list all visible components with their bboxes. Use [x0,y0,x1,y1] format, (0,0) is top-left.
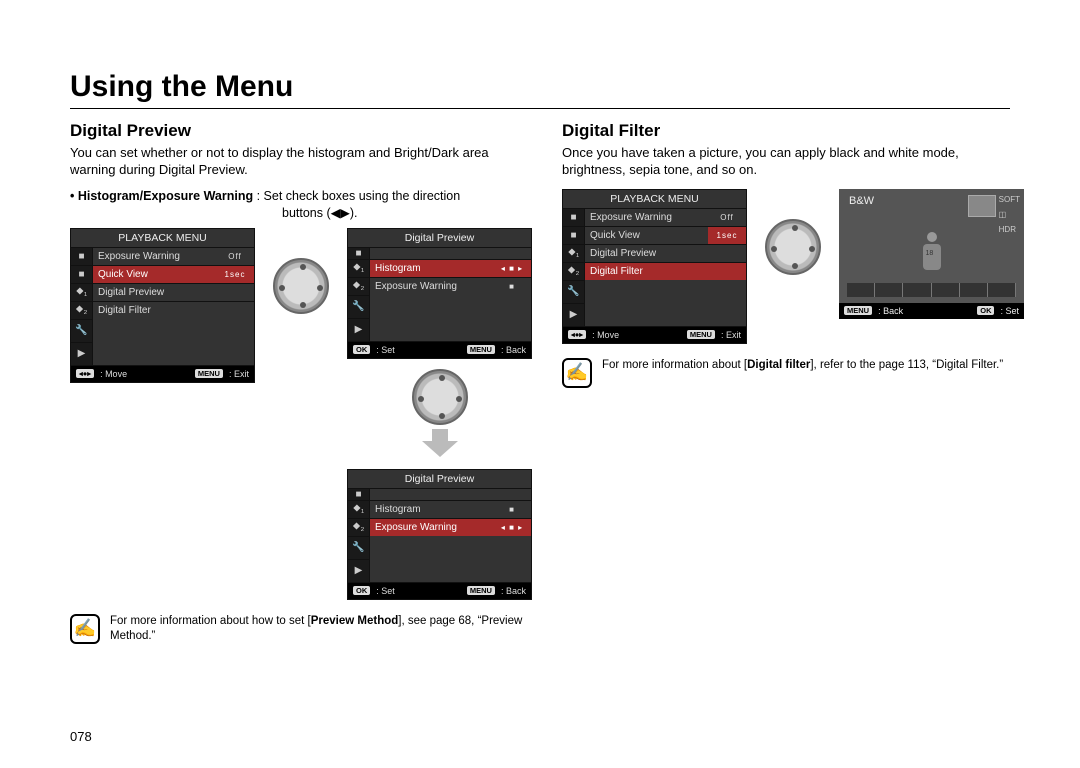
bullet-sub: buttons (◀▶). [282,205,532,220]
col-digital-preview: Digital Preview You can set whether or n… [70,121,532,644]
note-digital-filter: ✍ For more information about [Digital fi… [562,358,1024,388]
page-number: 078 [70,729,92,744]
dial-right [273,258,329,314]
intro-digital-preview: You can set whether or not to display th… [70,145,532,179]
heading-digital-filter: Digital Filter [562,121,1024,141]
page-title: Using the Menu [70,70,1010,104]
screen-playback-menu: PLAYBACK MENU ■ Exposure Warning Off ■ Q… [70,228,255,383]
note-icon: ✍ [70,614,100,644]
dial-icon [412,369,468,425]
menu-pill: MENU [844,306,872,315]
note-preview-method: ✍ For more information about how to set … [70,614,532,644]
note-text: For more information about [Digital filt… [602,358,1003,373]
filter-footer: MENU : Back OK : Set [839,303,1024,319]
hr [70,108,1010,109]
bullet-rest: : Set check boxes using the direction [253,189,460,203]
note-icon: ✍ [562,358,592,388]
col-digital-filter: Digital Filter Once you have taken a pic… [562,121,1024,644]
ok-pill: OK [977,306,994,315]
screen-digital-preview-1: Digital Preview ■ ⯁₁ Histogram ◂ ■ ▸ ⯁₂ … [347,228,532,359]
dial-icon [273,258,329,314]
note-text: For more information about how to set [P… [110,614,532,644]
intro-digital-filter: Once you have taken a picture, you can a… [562,145,1024,179]
filter-strip [847,283,1016,297]
down-arrow-icon [418,429,462,459]
heading-digital-preview: Digital Preview [70,121,532,141]
filter-thumbnail [968,195,996,217]
bullet-histogram: • Histogram/Exposure Warning : Set check… [70,189,532,203]
dial-right [765,219,821,275]
screen-digital-preview-2: Digital Preview ■ ⯁₁ Histogram ■ ⯁₂ Expo… [347,469,532,600]
screen-filter-preview: B&W SOFT ◫ HDR 18 MENU : Back OK : Set [839,189,1024,319]
screen-playback-menu-filter: PLAYBACK MENU ■ Exposure Warning Off ■ Q… [562,189,747,344]
filter-photo-subject: 18 [923,232,941,270]
dial-icon [765,219,821,275]
filter-mode-label: B&W [849,195,874,207]
filter-side-icons: SOFT ◫ HDR [999,195,1020,234]
dial-down [412,369,468,459]
bullet-label: • Histogram/Exposure Warning [70,189,253,203]
